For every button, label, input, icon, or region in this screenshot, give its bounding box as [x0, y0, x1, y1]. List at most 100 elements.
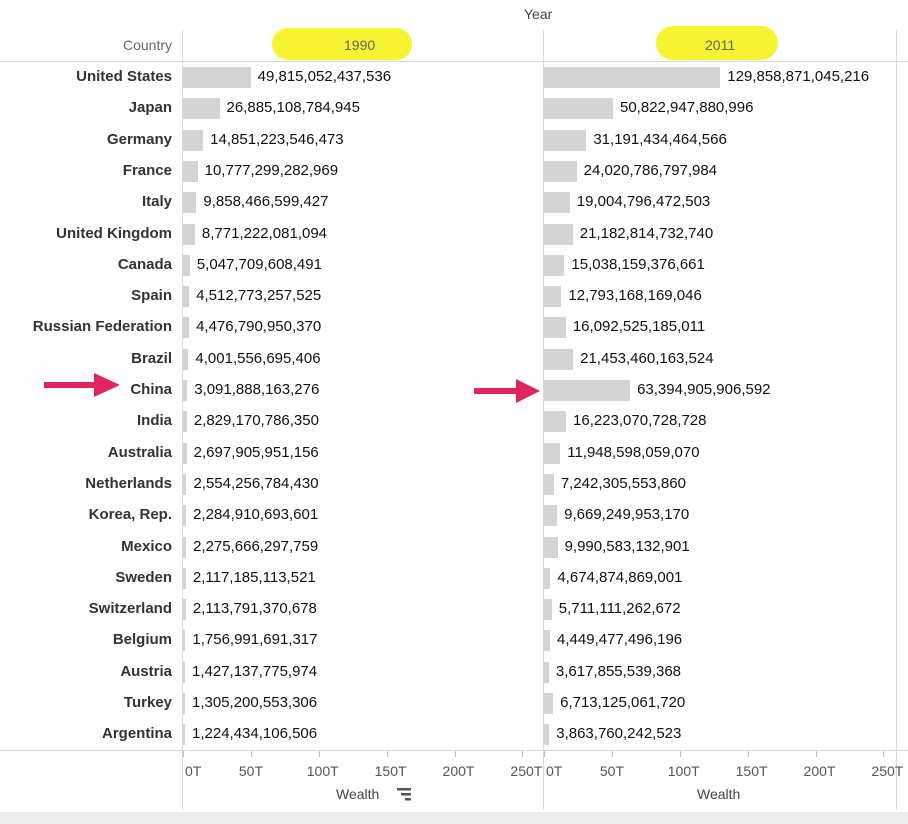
- bar-1990[interactable]: [183, 380, 188, 401]
- bar-2011[interactable]: [544, 473, 554, 495]
- row-label[interactable]: Italy: [141, 193, 172, 211]
- bar-2011[interactable]: [544, 254, 565, 276]
- bar-1990[interactable]: [183, 98, 220, 120]
- x-tick-mark: [611, 751, 613, 757]
- bar-1990[interactable]: [183, 693, 185, 714]
- column-header-title: Year: [524, 6, 553, 22]
- x-tick-mark: [250, 751, 252, 757]
- bar-1990[interactable]: [183, 254, 190, 276]
- year-2011-highlight: [656, 26, 778, 60]
- row-label[interactable]: Korea, Rep.: [88, 506, 172, 524]
- row-label[interactable]: Mexico: [121, 537, 172, 555]
- x-tick-mark: [318, 751, 320, 757]
- bar-1990[interactable]: [183, 630, 186, 652]
- bar-2011[interactable]: [544, 348, 574, 370]
- bar-1990[interactable]: [183, 599, 186, 621]
- bar-1990[interactable]: [183, 348, 189, 370]
- row-label[interactable]: Brazil: [131, 349, 172, 367]
- bar-2011[interactable]: [544, 505, 558, 527]
- bar-1990[interactable]: [183, 724, 185, 746]
- data-label-1990: 4,001,556,695,406: [195, 349, 321, 367]
- bar-2011[interactable]: [544, 67, 721, 88]
- data-label-2011: 3,863,760,242,523: [556, 725, 682, 743]
- panel-header-1990[interactable]: 1990: [344, 37, 376, 53]
- data-label-1990: 2,113,791,370,678: [192, 600, 317, 618]
- data-label-2011: 4,449,477,496,196: [557, 631, 683, 649]
- data-label-2011: 24,020,786,797,984: [583, 161, 718, 179]
- row-label[interactable]: Switzerland: [88, 600, 172, 618]
- bar-1990[interactable]: [183, 223, 195, 245]
- sort-icon[interactable]: [396, 786, 412, 802]
- data-label-2011: 16,223,070,728,728: [573, 412, 707, 430]
- x-tick-label: 100T: [306, 763, 339, 779]
- bar-1990[interactable]: [183, 129, 204, 151]
- row-label[interactable]: Turkey: [123, 694, 172, 711]
- x-tick-mark: [815, 751, 817, 757]
- bar-1990[interactable]: [183, 567, 186, 589]
- bottom-scrollbar[interactable]: [0, 812, 908, 824]
- bar-1990[interactable]: [183, 160, 198, 182]
- row-label[interactable]: Austria: [120, 662, 172, 680]
- bar-2011[interactable]: [544, 630, 551, 652]
- data-label-2011: 3,617,855,539,368: [555, 662, 682, 680]
- bar-2011[interactable]: [544, 724, 550, 746]
- data-label-2011: 15,038,159,376,661: [571, 255, 705, 273]
- bar-2011[interactable]: [544, 442, 561, 464]
- bar-2011[interactable]: [544, 661, 549, 683]
- bar-2011[interactable]: [544, 129, 587, 151]
- bar-2011[interactable]: [544, 223, 573, 245]
- bar-2011[interactable]: [544, 317, 566, 339]
- row-label[interactable]: Russian Federation: [32, 318, 172, 336]
- data-label-1990: 1,305,200,553,306: [192, 694, 318, 711]
- bar-2011[interactable]: [544, 380, 631, 401]
- bar-1990[interactable]: [183, 317, 190, 339]
- bar-1990[interactable]: [183, 411, 187, 433]
- row-label[interactable]: Belgium: [112, 631, 172, 649]
- data-label-1990: 1,427,137,775,974: [192, 662, 318, 680]
- row-label[interactable]: Japan: [128, 99, 172, 117]
- row-label[interactable]: Spain: [131, 287, 172, 305]
- bar-1990[interactable]: [183, 505, 187, 527]
- row-label[interactable]: China: [130, 381, 172, 398]
- row-label[interactable]: United States: [76, 68, 172, 85]
- bar-2011[interactable]: [544, 98, 613, 120]
- row-label[interactable]: Sweden: [115, 568, 172, 586]
- bar-1990[interactable]: [183, 67, 251, 88]
- data-label-1990: 4,476,790,950,370: [196, 318, 322, 336]
- row-label[interactable]: United Kingdom: [56, 224, 172, 242]
- bar-2011[interactable]: [544, 693, 554, 714]
- bar-2011[interactable]: [544, 536, 558, 558]
- bar-2011[interactable]: [544, 160, 577, 182]
- data-label-2011: 50,822,947,880,996: [620, 99, 754, 117]
- row-label[interactable]: India: [136, 412, 172, 430]
- row-label[interactable]: Netherlands: [85, 474, 172, 492]
- x-tick-label: 250T: [510, 763, 543, 779]
- x-axis-title-left: Wealth: [336, 786, 380, 802]
- bar-1990[interactable]: [183, 473, 187, 495]
- data-label-1990: 26,885,108,784,945: [226, 99, 360, 117]
- bar-2011[interactable]: [544, 599, 552, 621]
- data-label-2011: 21,182,814,732,740: [579, 224, 714, 242]
- row-label[interactable]: Australia: [107, 443, 172, 461]
- bar-1990[interactable]: [183, 536, 187, 558]
- x-tick-mark: [747, 751, 749, 757]
- x-tick-mark: [454, 751, 456, 757]
- bar-2011[interactable]: [544, 192, 570, 214]
- bar-1990[interactable]: [183, 661, 185, 683]
- bar-1990[interactable]: [183, 192, 197, 214]
- bar-1990[interactable]: [183, 442, 187, 464]
- bar-1990[interactable]: [183, 286, 190, 308]
- data-label-2011: 9,669,249,953,170: [564, 506, 690, 524]
- panel-header-2011[interactable]: 2011: [705, 37, 736, 53]
- data-label-2011: 7,242,305,553,860: [560, 474, 686, 492]
- row-label[interactable]: Argentina: [101, 725, 172, 743]
- row-label[interactable]: Germany: [106, 130, 172, 148]
- bar-2011[interactable]: [544, 286, 562, 308]
- row-header-title: Country: [122, 37, 172, 53]
- row-label[interactable]: Canada: [117, 255, 172, 273]
- x-axis-title-right: Wealth: [697, 786, 741, 802]
- year-1990-highlight: [272, 28, 412, 60]
- row-label[interactable]: France: [122, 161, 172, 179]
- bar-2011[interactable]: [544, 411, 567, 433]
- bar-2011[interactable]: [544, 567, 551, 589]
